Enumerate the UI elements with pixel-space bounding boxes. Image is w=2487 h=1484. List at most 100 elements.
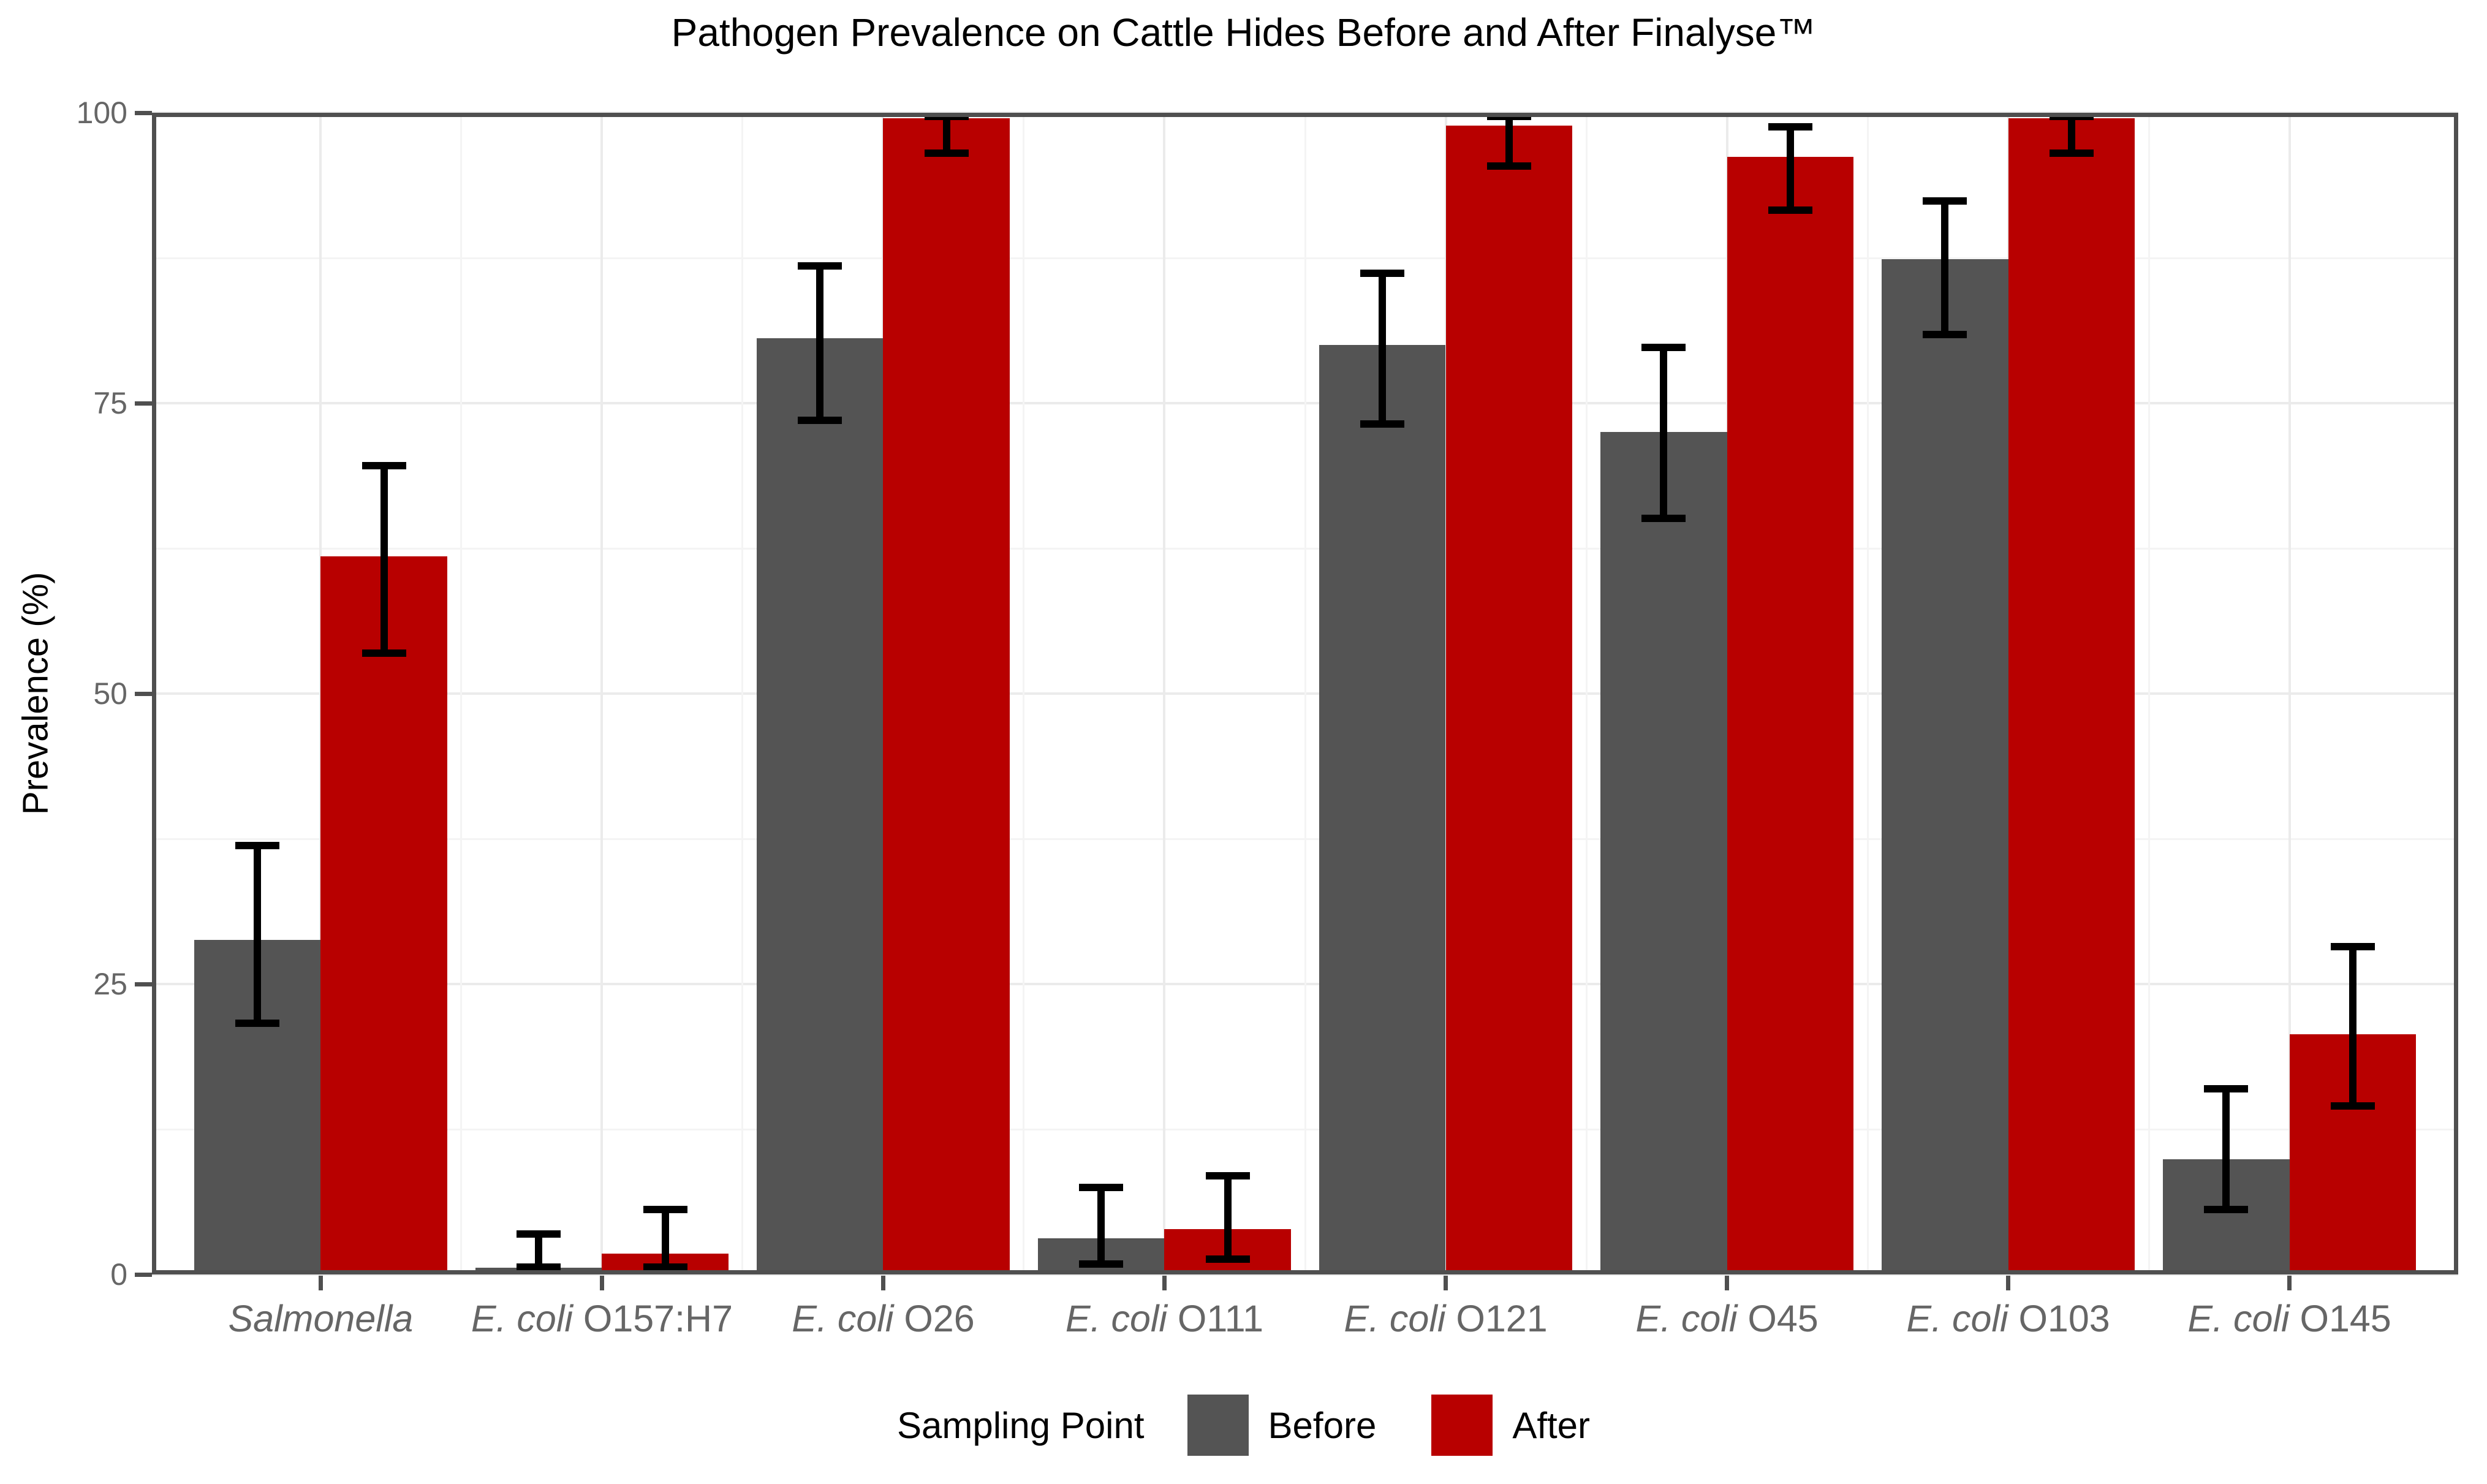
legend-item-before: Before — [1187, 1395, 1377, 1456]
errorbar-line-after-e-coli-o103 — [2067, 113, 2075, 154]
errorbar-line-after-e-coli-o145 — [2349, 947, 2356, 1107]
gridline-minor-vertical — [1866, 113, 1869, 1274]
y-axis-tick — [135, 982, 152, 986]
x-axis-tick-label: E. coli O45 — [1513, 1297, 1942, 1341]
x-label-italic-part: E. coli — [471, 1298, 573, 1339]
gridline-major-vertical — [2288, 113, 2291, 1274]
errorbar-cap-bottom-before-e-coli-o121 — [1360, 420, 1405, 428]
errorbar-cap-bottom-after-e-coli-o26 — [924, 150, 969, 157]
errorbar-cap-top-before-e-coli-o45 — [1641, 343, 1686, 351]
x-label-regular-part: O26 — [893, 1298, 975, 1339]
gridline-minor-vertical — [1023, 113, 1025, 1274]
errorbar-cap-top-before-e-coli-o111 — [1079, 1183, 1124, 1191]
x-label-regular-part: O157:H7 — [572, 1298, 733, 1339]
legend-item-after: After — [1431, 1395, 1590, 1456]
x-label-italic-part: E. coli — [1906, 1298, 2008, 1339]
x-axis-tick-label: E. coli O121 — [1232, 1297, 1660, 1341]
errorbar-cap-bottom-after-e-coli-o111 — [1205, 1255, 1250, 1263]
bar-after-e-coli-o121 — [1445, 125, 1573, 1274]
bar-before-e-coli-o103 — [1882, 259, 2008, 1274]
legend: Sampling Point Before After — [0, 1388, 2487, 1462]
x-axis-tick — [880, 1274, 885, 1290]
errorbar-cap-top-before-e-coli-o121 — [1360, 269, 1405, 277]
errorbar-cap-top-after-e-coli-o45 — [1768, 123, 1812, 131]
errorbar-cap-top-before-e-coli-o26 — [798, 262, 842, 270]
errorbar-line-after-e-coli-o45 — [1786, 126, 1794, 211]
x-axis-tick — [1725, 1274, 1730, 1290]
bar-after-e-coli-o45 — [1727, 157, 1854, 1274]
errorbar-line-after-e-coli-o157-h7 — [661, 1209, 669, 1273]
errorbar-cap-top-before-e-coli-o145 — [2204, 1085, 2249, 1092]
bar-before-e-coli-o121 — [1319, 345, 1446, 1274]
gridline-minor-vertical — [460, 113, 463, 1274]
errorbar-line-before-e-coli-o121 — [1379, 273, 1387, 425]
bar-before-e-coli-o26 — [756, 338, 884, 1274]
errorbar-cap-top-after-salmonella — [362, 462, 406, 470]
errorbar-cap-bottom-after-e-coli-o45 — [1768, 206, 1812, 214]
legend-swatch-before — [1187, 1395, 1249, 1456]
errorbar-cap-top-before-salmonella — [235, 842, 280, 850]
x-label-italic-part: E. coli — [2187, 1298, 2290, 1339]
errorbar-line-before-e-coli-o26 — [816, 266, 824, 421]
bar-after-e-coli-o26 — [883, 118, 1010, 1274]
errorbar-cap-bottom-after-e-coli-o157-h7 — [643, 1263, 687, 1271]
bar-before-e-coli-o45 — [1600, 432, 1727, 1274]
errorbar-cap-top-after-e-coli-o121 — [1486, 113, 1531, 120]
legend-label-after: After — [1512, 1404, 1591, 1446]
errorbar-cap-bottom-after-salmonella — [362, 649, 406, 657]
gridline-minor-vertical — [1585, 113, 1588, 1274]
errorbar-line-before-e-coli-o157-h7 — [535, 1233, 543, 1274]
gridline-minor-vertical — [2148, 113, 2150, 1274]
errorbar-line-before-e-coli-o103 — [1941, 201, 1949, 335]
errorbar-cap-bottom-before-e-coli-o111 — [1079, 1260, 1124, 1268]
legend-label-before: Before — [1268, 1404, 1377, 1446]
y-axis-tick-label: 0 — [110, 1257, 127, 1292]
plot-panel — [152, 112, 2458, 1276]
chart-title: Pathogen Prevalence on Cattle Hides Befo… — [671, 10, 1816, 55]
y-axis-tick — [135, 401, 152, 406]
x-axis-tick — [2006, 1274, 2011, 1290]
gridline-major-vertical — [600, 113, 604, 1274]
errorbar-cap-top-after-e-coli-o103 — [2049, 113, 2094, 120]
errorbar-line-before-e-coli-o111 — [1097, 1187, 1105, 1264]
x-axis-tick-label: E. coli O145 — [2075, 1297, 2487, 1341]
errorbar-line-before-e-coli-o45 — [1660, 347, 1668, 518]
errorbar-cap-top-before-e-coli-o103 — [1923, 197, 1967, 205]
errorbar-line-after-e-coli-o26 — [942, 113, 950, 154]
x-axis-tick-label: E. coli O157:H7 — [387, 1297, 816, 1341]
errorbar-line-after-e-coli-o111 — [1224, 1175, 1232, 1260]
x-axis-tick-label: E. coli O26 — [668, 1297, 1097, 1341]
errorbar-cap-top-after-e-coli-o145 — [2330, 943, 2375, 951]
errorbar-cap-top-after-e-coli-o111 — [1205, 1172, 1250, 1179]
x-axis-tick — [599, 1274, 604, 1290]
x-label-regular-part: O103 — [2008, 1298, 2110, 1339]
errorbar-cap-bottom-before-e-coli-o157-h7 — [517, 1263, 561, 1271]
errorbar-line-after-e-coli-o121 — [1505, 113, 1513, 167]
errorbar-cap-bottom-before-e-coli-o26 — [798, 417, 842, 425]
gridline-major-horizontal — [152, 1273, 2458, 1276]
errorbar-cap-bottom-before-e-coli-o45 — [1641, 514, 1686, 522]
errorbar-line-before-salmonella — [254, 846, 262, 1024]
x-axis-tick — [2287, 1274, 2292, 1290]
x-label-regular-part: O145 — [2289, 1298, 2391, 1339]
gridline-major-vertical — [1163, 113, 1166, 1274]
x-label-italic-part: E. coli — [1635, 1298, 1738, 1339]
errorbar-cap-bottom-before-e-coli-o145 — [2204, 1205, 2249, 1213]
legend-swatch-after — [1431, 1395, 1493, 1456]
x-axis-tick-label: E. coli O111 — [950, 1297, 1379, 1341]
errorbar-cap-bottom-before-salmonella — [235, 1020, 280, 1028]
y-axis-tick-label: 100 — [76, 96, 127, 130]
y-axis-tick — [135, 691, 152, 696]
y-axis-tick — [135, 110, 152, 115]
x-label-regular-part: O121 — [1445, 1298, 1548, 1339]
gridline-minor-vertical — [741, 113, 744, 1274]
errorbar-cap-bottom-before-e-coli-o103 — [1923, 331, 1967, 339]
errorbar-cap-top-after-e-coli-o26 — [924, 113, 969, 120]
x-label-regular-part: O111 — [1167, 1298, 1264, 1339]
errorbar-cap-top-before-e-coli-o157-h7 — [517, 1230, 561, 1238]
x-label-italic-part: E. coli — [792, 1298, 894, 1339]
errorbar-line-after-salmonella — [380, 466, 388, 653]
y-axis-tick-label: 50 — [93, 676, 127, 711]
x-label-italic-part: E. coli — [1344, 1298, 1446, 1339]
